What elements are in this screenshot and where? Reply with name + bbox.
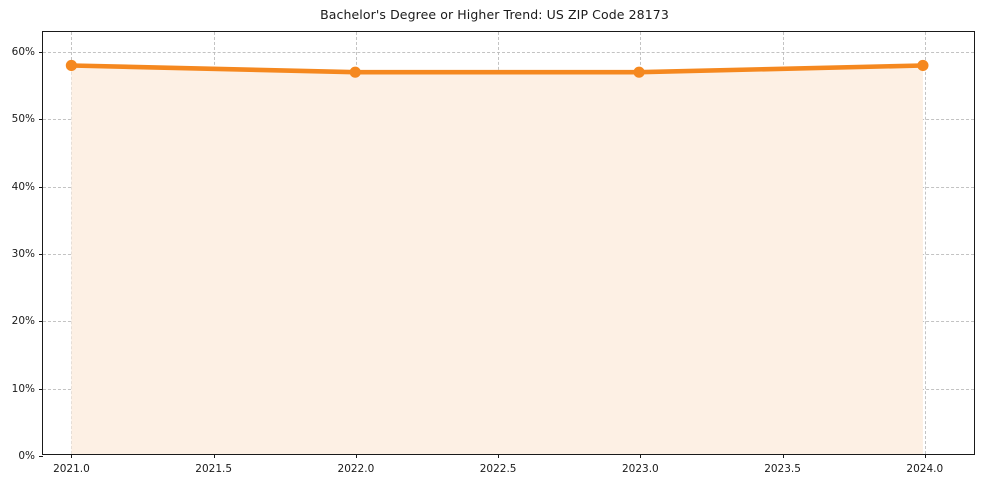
- x-tick-mark: [782, 454, 784, 458]
- gridline-x: [924, 32, 926, 454]
- x-tick-mark: [498, 454, 500, 458]
- area-fill: [71, 65, 923, 454]
- y-tick-mark: [39, 321, 43, 323]
- data-point-marker: [65, 59, 77, 72]
- x-tick-mark: [924, 454, 926, 458]
- data-point-marker: [917, 59, 929, 72]
- x-tick-label: 2023.0: [621, 463, 659, 475]
- y-tick-mark: [39, 119, 43, 121]
- gridline-y: [43, 52, 974, 54]
- y-tick-mark: [39, 52, 43, 54]
- y-tick-label: 50%: [11, 113, 35, 126]
- x-tick-label: 2024.0: [906, 463, 944, 475]
- x-tick-label: 2022.0: [337, 463, 375, 475]
- x-tick-mark: [355, 454, 357, 458]
- plot-axes: 0% 10% 20% 30% 40% 50% 60% 2021.0 2021.5 2022.0 2…: [12, 31, 975, 475]
- data-point-markers: [65, 59, 929, 78]
- x-tick-mark: [640, 454, 642, 458]
- trend-line: [69, 63, 926, 75]
- y-tick-label: 60%: [11, 46, 35, 59]
- data-point-marker: [633, 66, 645, 78]
- y-tick-mark: [39, 254, 43, 256]
- y-tick-mark: [39, 456, 43, 457]
- x-tick-mark: [71, 454, 73, 458]
- y-tick-label: 20%: [11, 315, 35, 328]
- plot-area: [43, 32, 974, 454]
- x-tick-label: 2021.0: [53, 463, 90, 475]
- y-tick-mark: [39, 186, 43, 188]
- y-tick-label: 0%: [18, 450, 35, 462]
- y-tick-label: 10%: [11, 382, 35, 395]
- x-tick-label: 2023.5: [764, 463, 801, 475]
- chart-title: Bachelor's Degree or Higher Trend: US ZI…: [320, 7, 669, 22]
- x-tick-label: 2022.5: [479, 463, 517, 475]
- y-tick-mark: [39, 388, 43, 390]
- series-layer: [65, 59, 929, 454]
- x-tick-label: 2021.5: [195, 463, 233, 475]
- y-tick-label: 40%: [11, 180, 35, 193]
- y-tick-label: 30%: [11, 248, 35, 261]
- x-tick-mark: [213, 454, 215, 458]
- data-point-marker: [349, 66, 361, 78]
